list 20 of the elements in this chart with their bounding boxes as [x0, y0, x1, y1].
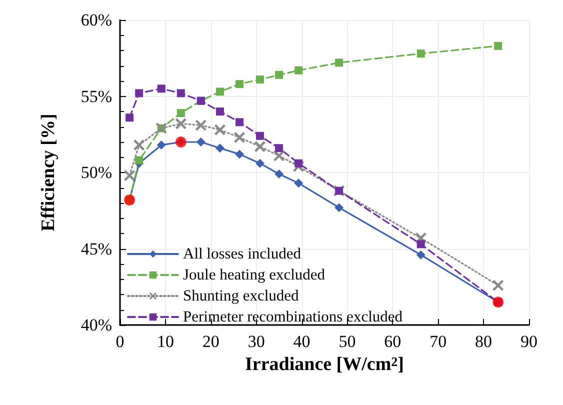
x-tick-label: 90: [520, 332, 538, 351]
y-tick-label: 40%: [80, 316, 112, 334]
legend-label: All losses included: [183, 246, 302, 262]
y-tick-label: 60%: [80, 10, 112, 30]
x-tick-label: 0: [116, 332, 124, 351]
x-tick-label: 80: [475, 332, 492, 351]
legend-label: Joule heating excluded: [183, 266, 326, 284]
legend-label: Perimeter recombinations excluded: [183, 308, 403, 326]
x-tick-label: 60: [384, 332, 402, 351]
y-axis-title: Efficiency [%]: [38, 114, 59, 232]
x-tick-label: 20: [202, 332, 220, 351]
x-tick-label: 10: [156, 332, 174, 351]
x-tick-label: 40: [293, 332, 310, 351]
x-tick-label: 50: [338, 332, 356, 351]
y-tick-label: 50%: [80, 163, 112, 182]
y-tick-label: 45%: [80, 239, 112, 258]
x-tick-label: 30: [248, 332, 265, 351]
x-tick-label: 70: [430, 332, 447, 351]
legend-label: Shunting excluded: [183, 288, 300, 304]
y-tick-label: 55%: [80, 86, 112, 106]
